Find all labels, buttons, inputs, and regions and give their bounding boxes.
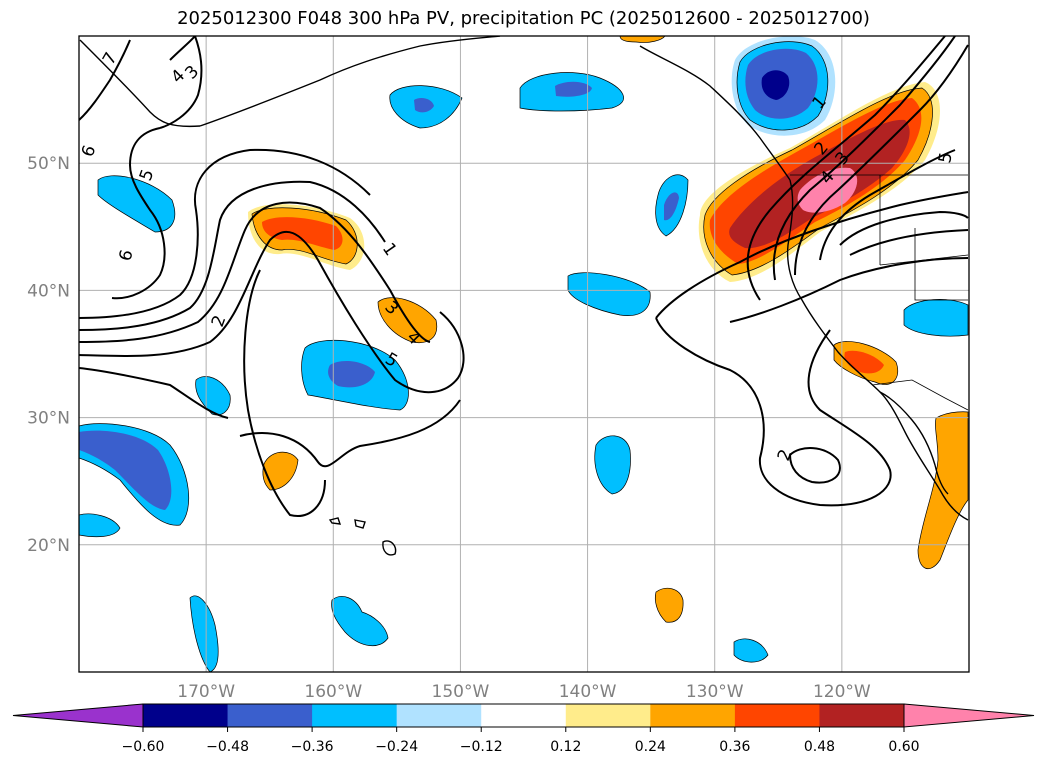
precip-neg-west-core xyxy=(79,430,172,510)
precip-neg-west-2 xyxy=(79,513,121,538)
colorbar-frame xyxy=(142,703,905,728)
lon-tick-label: 150°W xyxy=(432,682,490,702)
precip-neg-small-2 xyxy=(195,376,231,416)
precip-pos-mexico xyxy=(917,411,969,570)
lat-tick-label: 40°N xyxy=(27,281,70,301)
contour-label-6b: 6 xyxy=(116,248,138,264)
coastline-hawaii-3 xyxy=(382,540,397,556)
precip-neg-subtrop-4 xyxy=(733,638,769,663)
pv-contour-a xyxy=(79,367,229,419)
pv-contour-n xyxy=(746,36,946,301)
border-us-mexico xyxy=(871,379,969,411)
pv-contour-c xyxy=(79,201,431,343)
precip-neg-blob-5 xyxy=(567,272,651,316)
pv-contour-t xyxy=(169,36,196,61)
lon-tick-label: 130°W xyxy=(686,682,744,702)
coastline-west-coast-us xyxy=(786,179,969,521)
chart-title: 2025012300 F048 300 hPa PV, precipitatio… xyxy=(177,8,870,29)
pv-contour-b xyxy=(79,230,465,394)
colorbar-tick-label: 0.48 xyxy=(804,739,835,755)
precip-neg-subtrop-3 xyxy=(189,595,219,672)
colorbar-segment xyxy=(396,704,482,727)
precip-neg-blob-6 xyxy=(903,299,969,337)
lon-tick-label: 120°W xyxy=(813,682,871,702)
precip-neg-central-core xyxy=(328,360,375,388)
longitude-labels: 170°W 160°W 150°W 140°W 130°W 120°W xyxy=(177,682,871,702)
coastline-aleutians xyxy=(79,39,201,128)
colorbar-tick-label: −0.12 xyxy=(460,739,503,755)
pv-contour-e xyxy=(79,148,371,319)
colorbar: −0.60 −0.48 −0.36 −0.24 −0.12 0.12 0.24 0.36 0.4… xyxy=(12,703,1035,755)
precip-pos-central-red xyxy=(262,217,343,250)
precip-neg-alaska-navy xyxy=(761,70,790,100)
pv-contour-r xyxy=(839,210,969,246)
plot-frame xyxy=(78,35,970,673)
lon-tick-label: 170°W xyxy=(177,682,235,702)
coastline-hawaii-2 xyxy=(354,519,366,529)
colorbar-tick-label: −0.48 xyxy=(206,739,249,755)
pv-contour-p xyxy=(794,44,969,276)
precip-neg-blob-3-core xyxy=(664,192,679,221)
pv-contour-j xyxy=(655,191,969,319)
pv-contours xyxy=(79,36,969,517)
coastline-alaska-peninsula xyxy=(199,36,501,127)
colorbar-tick-label: 0.24 xyxy=(635,739,666,755)
pv-contour-g xyxy=(79,39,131,121)
precip-neg-blob-1-core xyxy=(555,81,592,97)
colorbar-extend-min xyxy=(12,703,144,728)
colorbar-segment xyxy=(650,704,736,727)
pv-contour-f xyxy=(111,127,166,300)
coastline-alaska-se xyxy=(639,45,791,181)
pv-contour-o xyxy=(772,36,956,281)
border-state-2 xyxy=(914,228,968,301)
pv-contour-i xyxy=(243,269,326,517)
colorbar-tick-label: −0.36 xyxy=(291,739,334,755)
pv-contour-m xyxy=(788,447,841,484)
colorbar-tick-label: 0.60 xyxy=(888,739,919,755)
lon-tick-label: 160°W xyxy=(304,682,362,702)
coastlines xyxy=(79,36,969,556)
pv-contour-k xyxy=(729,257,969,323)
pv-contour-s xyxy=(849,229,969,256)
pv-contour-d xyxy=(79,180,386,331)
precip-pos-small-2 xyxy=(262,451,299,491)
lat-tick-label: 20°N xyxy=(27,536,70,556)
colorbar-extend-max xyxy=(903,703,1035,728)
colorbar-tick-label: 0.12 xyxy=(550,739,581,755)
coastline-baja-peninsula xyxy=(879,391,949,495)
colorbar-tick-label: −0.60 xyxy=(122,739,165,755)
colorbar-segment xyxy=(481,704,567,727)
precip-pos-top xyxy=(619,36,666,43)
pv-contour-u xyxy=(159,36,203,129)
colorbar-segment xyxy=(227,704,313,727)
colorbar-segment xyxy=(565,704,651,727)
colorbar-segment xyxy=(819,704,905,727)
pv-contour-h xyxy=(239,399,461,468)
pv-contour-q xyxy=(819,149,956,261)
colorbar-tick-label: 0.36 xyxy=(719,739,750,755)
lon-tick-label: 140°W xyxy=(559,682,617,702)
colorbar-segment xyxy=(734,704,820,727)
colorbar-segment xyxy=(312,704,398,727)
coastline-hawaii-1 xyxy=(328,517,342,525)
precip-neg-blob-2-core xyxy=(414,98,434,113)
latitude-labels: 20°N 30°N 40°N 50°N xyxy=(27,154,70,556)
precip-neg-subtrop-2 xyxy=(331,596,389,646)
pv-contour-l xyxy=(655,317,892,507)
contour-label-5c: 5 xyxy=(935,151,957,165)
precip-pos-subtrop-1 xyxy=(654,587,684,623)
lat-tick-label: 50°N xyxy=(27,154,70,174)
plot-area: 6 7 5 6 4 3 2 1 3 4 5 1 2 3 4 5 2 xyxy=(79,36,969,672)
colorbar-tick-label: −0.24 xyxy=(375,739,418,755)
colorbar-segment xyxy=(143,704,229,727)
lat-tick-label: 30°N xyxy=(27,409,70,429)
precip-neg-subtrop-1 xyxy=(594,435,631,495)
